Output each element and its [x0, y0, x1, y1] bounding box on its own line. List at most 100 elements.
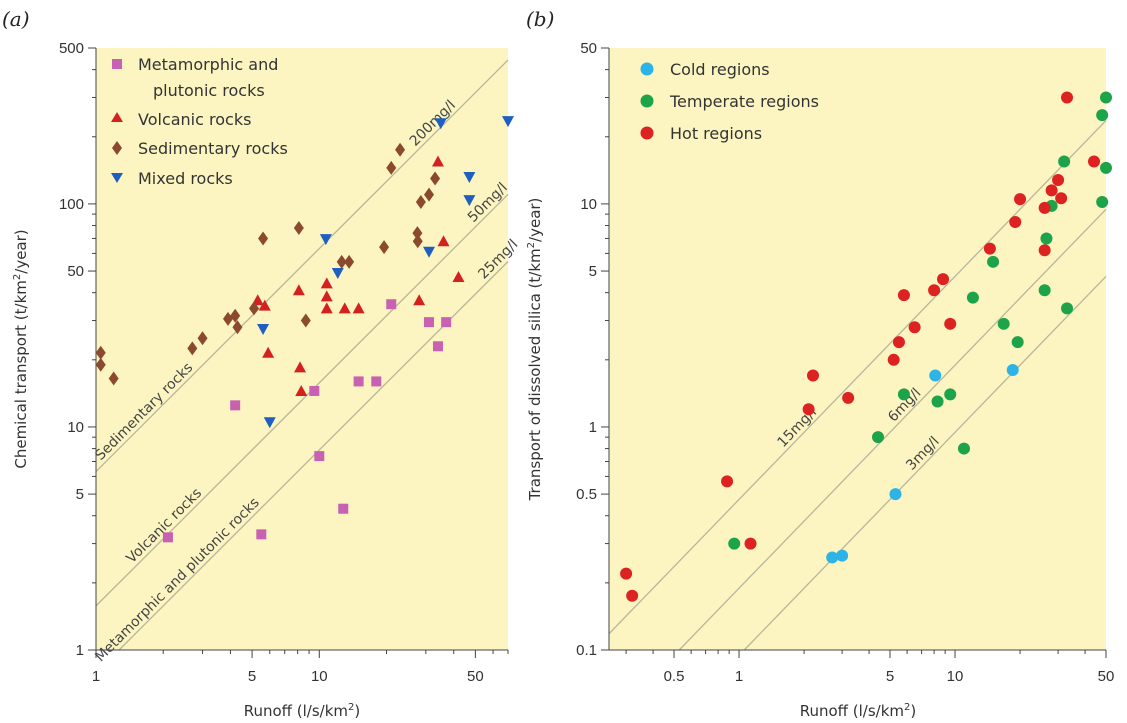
point-volcanic-rocks	[258, 299, 271, 311]
x-tick-label: 1	[735, 668, 743, 685]
legend-label-hot: Hot regions	[670, 124, 762, 143]
point-hot-regions	[937, 273, 950, 286]
point-metamorphic-and-plutonic-rocks	[441, 317, 452, 328]
point-sedimentary-rocks	[344, 254, 355, 269]
point-cold-regions	[929, 369, 942, 382]
point-metamorphic-and-plutonic-rocks	[353, 376, 364, 387]
point-sedimentary-rocks	[379, 240, 390, 255]
x-tick-label: 10	[947, 668, 964, 685]
y-tick-label: 0.5	[576, 486, 597, 503]
point-hot-regions	[806, 369, 819, 382]
legend-marker-sedimentary	[112, 141, 122, 155]
legend-label-temperate: Temperate regions	[669, 92, 819, 111]
point-metamorphic-and-plutonic-rocks	[424, 317, 435, 328]
panel-a-label: (a)	[2, 7, 30, 31]
point-hot-regions	[892, 336, 905, 349]
x-tick-label: 50	[1098, 668, 1115, 685]
point-sedimentary-rocks	[293, 220, 304, 235]
point-temperate-regions	[966, 291, 979, 304]
point-cold-regions	[1006, 364, 1019, 377]
x-tick-label: 1	[92, 668, 100, 685]
point-temperate-regions	[944, 388, 957, 401]
point-hot-regions	[1038, 244, 1051, 257]
point-volcanic-rocks	[292, 284, 305, 296]
reference-line-200mgl	[95, 59, 509, 473]
legend-marker-hot	[640, 126, 654, 140]
point-hot-regions	[897, 289, 910, 302]
legend-label-metamorphic-1: Metamorphic and	[138, 55, 278, 74]
y-tick-label: 5	[589, 263, 597, 280]
point-hot-regions	[983, 242, 996, 255]
point-sedimentary-rocks	[197, 331, 208, 346]
panel-b-y-axis-label: Transport of dissolved silica (t/km2/yea…	[526, 198, 544, 502]
point-temperate-regions	[1100, 91, 1112, 104]
point-mixed-rocks	[502, 116, 514, 128]
y-tick-label: 1	[589, 419, 597, 436]
point-sedimentary-rocks	[430, 171, 441, 186]
panel-b-axes: 0.5 1 5 10 50 0.1 0.5 1 5 10 50	[576, 40, 1114, 685]
point-temperate-regions	[1058, 155, 1071, 168]
point-volcanic-rocks	[352, 302, 365, 314]
point-volcanic-rocks	[338, 302, 351, 314]
point-sedimentary-rocks	[395, 142, 406, 157]
point-mixed-rocks	[331, 268, 344, 280]
point-metamorphic-and-plutonic-rocks	[386, 299, 397, 310]
point-hot-regions	[620, 567, 633, 580]
reference-line-6mgl	[678, 208, 1107, 651]
panel-a-y-axis-label: Chemical transport (t/km2/year)	[12, 229, 30, 468]
point-sedimentary-rocks	[336, 254, 347, 269]
reference-line-15mgl	[608, 120, 1107, 635]
point-metamorphic-and-plutonic-rocks	[162, 532, 173, 543]
legend-label-metamorphic-2: plutonic rocks	[153, 81, 265, 100]
x-tick-label: 0.5	[664, 668, 685, 685]
panel-b-label: (b)	[526, 7, 554, 31]
point-sedimentary-rocks	[258, 231, 269, 246]
point-sedimentary-rocks	[95, 357, 106, 372]
point-sedimentary-rocks	[108, 371, 119, 386]
y-tick-label: 5	[76, 486, 84, 503]
point-hot-regions	[744, 537, 757, 550]
point-mixed-rocks	[434, 118, 447, 130]
point-hot-regions	[928, 284, 941, 297]
point-temperate-regions	[728, 537, 741, 550]
point-mixed-rocks	[463, 195, 476, 207]
point-volcanic-rocks	[294, 361, 307, 373]
panel-a-axes: 1 5 10 50 1 5 10 50 100 500	[59, 40, 509, 685]
point-sedimentary-rocks	[248, 301, 259, 316]
x-tick-label: 5	[248, 668, 256, 685]
y-tick-label: 500	[59, 40, 84, 57]
point-sedimentary-rocks	[412, 234, 423, 249]
point-temperate-regions	[997, 317, 1010, 330]
point-temperate-regions	[1100, 161, 1112, 174]
legend-marker-mixed	[111, 173, 123, 183]
legend-marker-metamorphic	[112, 59, 122, 69]
point-hot-regions	[1052, 173, 1065, 186]
point-volcanic-rocks	[431, 155, 444, 167]
x-tick-label: 50	[467, 668, 484, 685]
legend-label-mixed: Mixed rocks	[138, 169, 233, 188]
point-hot-regions	[1055, 192, 1068, 205]
panel-b-legend: Cold regions Temperate regions Hot regio…	[640, 60, 819, 143]
point-volcanic-rocks	[262, 346, 275, 358]
point-cold-regions	[836, 549, 849, 562]
point-metamorphic-and-plutonic-rocks	[432, 341, 443, 352]
point-metamorphic-and-plutonic-rocks	[256, 529, 267, 540]
legend-marker-volcanic	[111, 112, 123, 122]
point-hot-regions	[1061, 91, 1074, 104]
point-hot-regions	[842, 391, 855, 404]
point-mixed-rocks	[257, 323, 270, 335]
point-sedimentary-rocks	[424, 187, 435, 202]
panel-b-x-axis-label: Runoff (l/s/km2)	[800, 702, 917, 720]
point-sedimentary-rocks	[386, 160, 397, 175]
point-mixed-rocks	[263, 417, 276, 429]
point-temperate-regions	[1040, 232, 1053, 245]
point-mixed-rocks	[319, 234, 332, 246]
point-metamorphic-and-plutonic-rocks	[314, 451, 325, 462]
point-volcanic-rocks	[320, 277, 333, 289]
legend-marker-cold	[640, 62, 654, 76]
point-temperate-regions	[987, 255, 1000, 268]
point-hot-regions	[1045, 184, 1058, 197]
point-temperate-regions	[1011, 336, 1024, 349]
